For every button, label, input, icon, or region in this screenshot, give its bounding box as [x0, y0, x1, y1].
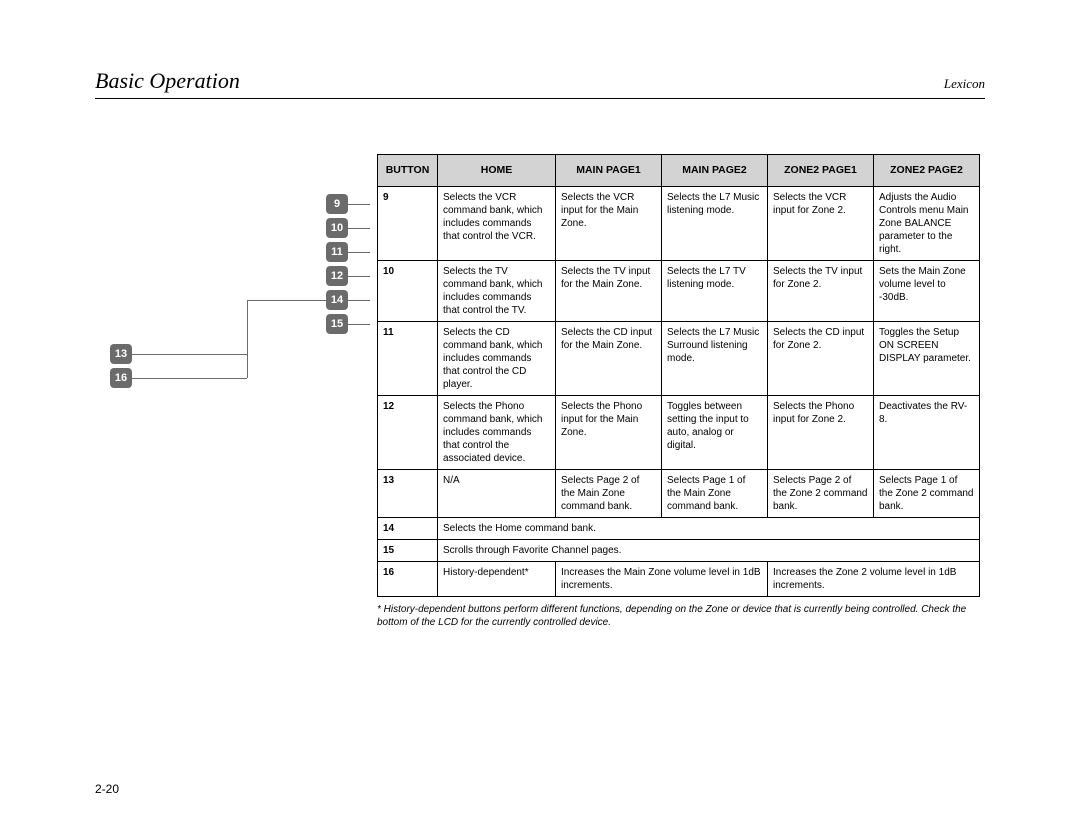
- col-home: HOME: [438, 155, 556, 187]
- section-title: Basic Operation: [95, 68, 240, 94]
- cell: Selects the VCR input for Zone 2.: [768, 187, 874, 261]
- table-row: 16 History-dependent* Increases the Main…: [378, 562, 980, 597]
- cell: Selects the L7 TV listening mode.: [662, 261, 768, 322]
- table-row: 10 Selects the TV command bank, which in…: [378, 261, 980, 322]
- button-number: 14: [378, 518, 438, 540]
- cell: Deactivates the RV-8.: [874, 396, 980, 470]
- cell: Toggles between setting the input to aut…: [662, 396, 768, 470]
- callout-badge: 16: [110, 368, 132, 388]
- cell: Selects the TV input for Zone 2.: [768, 261, 874, 322]
- table-header-row: BUTTON HOME MAIN PAGE1 MAIN PAGE2 ZONE2 …: [378, 155, 980, 187]
- brand: Lexicon: [944, 76, 985, 92]
- cell-wide: Scrolls through Favorite Channel pages.: [438, 540, 980, 562]
- cell-wide: Selects the Home command bank.: [438, 518, 980, 540]
- callout-badge: 13: [110, 344, 132, 364]
- cell: Selects the VCR input for the Main Zone.: [556, 187, 662, 261]
- button-number: 10: [378, 261, 438, 322]
- button-number: 9: [378, 187, 438, 261]
- table-row: 9 Selects the VCR command bank, which in…: [378, 187, 980, 261]
- button-number: 13: [378, 470, 438, 518]
- table-row: 12 Selects the Phono command bank, which…: [378, 396, 980, 470]
- col-main-page1: MAIN PAGE1: [556, 155, 662, 187]
- cell: Adjusts the Audio Controls menu Main Zon…: [874, 187, 980, 261]
- table-row: 13 N/A Selects Page 2 of the Main Zone c…: [378, 470, 980, 518]
- button-number: 11: [378, 322, 438, 396]
- callout-badge: 9: [326, 194, 348, 214]
- cell: Selects the CD input for the Main Zone.: [556, 322, 662, 396]
- cell: Selects the TV input for the Main Zone.: [556, 261, 662, 322]
- cell: Selects the TV command bank, which inclu…: [438, 261, 556, 322]
- col-zone2-page1: ZONE2 PAGE1: [768, 155, 874, 187]
- callout-badge: 15: [326, 314, 348, 334]
- cell: Selects the CD command bank, which inclu…: [438, 322, 556, 396]
- cell: Selects the Phono command bank, which in…: [438, 396, 556, 470]
- cell: History-dependent*: [438, 562, 556, 597]
- table-row: 14 Selects the Home command bank.: [378, 518, 980, 540]
- cell: Selects the L7 Music Surround listening …: [662, 322, 768, 396]
- cell: Selects Page 1 of the Zone 2 command ban…: [874, 470, 980, 518]
- col-zone2-page2: ZONE2 PAGE2: [874, 155, 980, 187]
- cell: Sets the Main Zone volume level to -30dB…: [874, 261, 980, 322]
- col-button: BUTTON: [378, 155, 438, 187]
- page-header: Basic Operation Lexicon: [95, 68, 985, 99]
- callout-badge: 11: [326, 242, 348, 262]
- cell: Increases the Main Zone volume level in …: [556, 562, 768, 597]
- button-number: 12: [378, 396, 438, 470]
- cell: Selects Page 1 of the Main Zone command …: [662, 470, 768, 518]
- callout-badge: 14: [326, 290, 348, 310]
- button-number: 15: [378, 540, 438, 562]
- table-row: 15 Scrolls through Favorite Channel page…: [378, 540, 980, 562]
- page-number: 2-20: [95, 782, 119, 796]
- cell: Selects Page 2 of the Zone 2 command ban…: [768, 470, 874, 518]
- footnote: * History-dependent buttons perform diff…: [377, 603, 985, 629]
- cell: Selects Page 2 of the Main Zone command …: [556, 470, 662, 518]
- button-number: 16: [378, 562, 438, 597]
- cell: Selects the L7 Music listening mode.: [662, 187, 768, 261]
- cell: Selects the CD input for Zone 2.: [768, 322, 874, 396]
- reference-table: BUTTON HOME MAIN PAGE1 MAIN PAGE2 ZONE2 …: [377, 154, 980, 597]
- cell: Increases the Zone 2 volume level in 1dB…: [768, 562, 980, 597]
- cell: Toggles the Setup ON SCREEN DISPLAY para…: [874, 322, 980, 396]
- cell: N/A: [438, 470, 556, 518]
- callout-badge: 10: [326, 218, 348, 238]
- callout-badge: 12: [326, 266, 348, 286]
- cell: Selects the VCR command bank, which incl…: [438, 187, 556, 261]
- cell: Selects the Phono input for Zone 2.: [768, 396, 874, 470]
- col-main-page2: MAIN PAGE2: [662, 155, 768, 187]
- table-row: 11 Selects the CD command bank, which in…: [378, 322, 980, 396]
- cell: Selects the Phono input for the Main Zon…: [556, 396, 662, 470]
